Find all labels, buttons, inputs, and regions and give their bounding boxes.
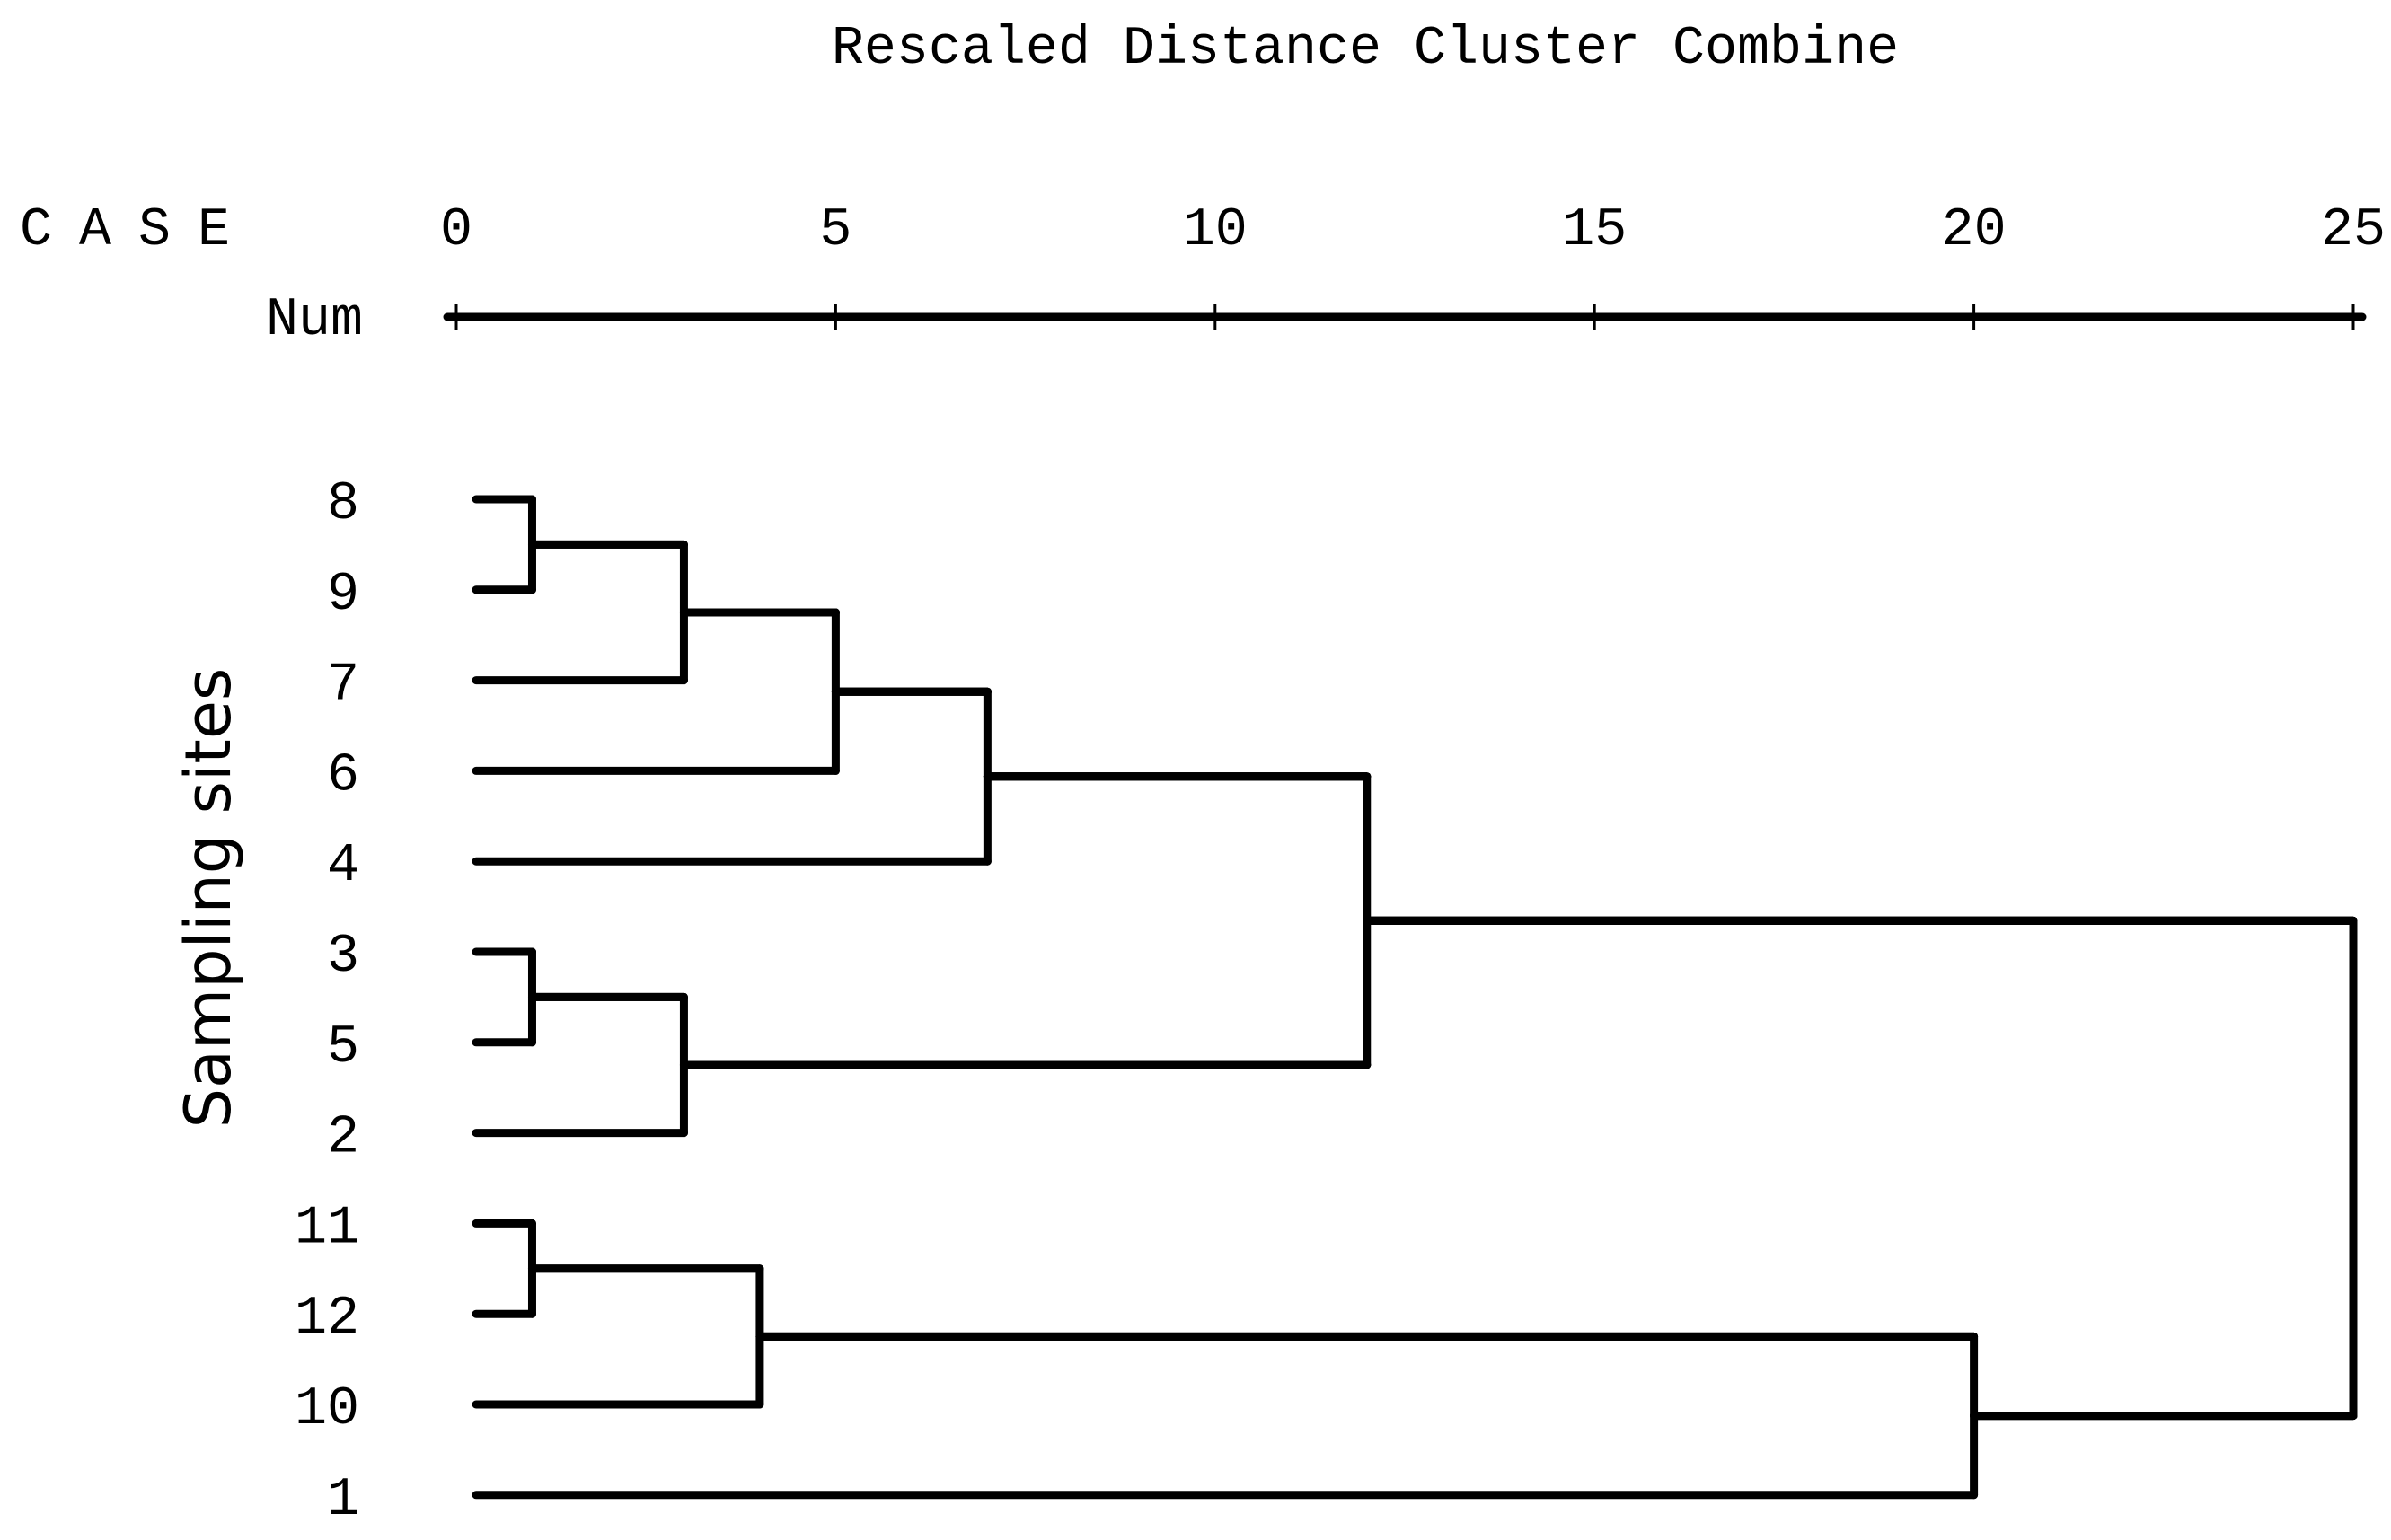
leaf-label: 10 — [295, 1379, 359, 1440]
x-axis: 0 5 10 15 20 25 — [440, 200, 2386, 330]
x-tick-label: 0 — [440, 200, 472, 261]
leaf-label: 12 — [295, 1289, 359, 1350]
leaf-label: 9 — [327, 565, 359, 626]
x-tick-label: 25 — [2321, 200, 2386, 261]
leaf-label: 4 — [327, 836, 359, 897]
leaf-label: 7 — [327, 656, 359, 717]
case-header: CASE — [20, 200, 257, 261]
leaf-label: 5 — [327, 1017, 359, 1078]
leaf-labels: 8 9 7 6 4 3 5 2 11 12 10 1 — [295, 474, 359, 1531]
leaf-label: 6 — [327, 745, 359, 806]
leaf-label: 1 — [327, 1470, 359, 1531]
num-header: Num — [266, 290, 363, 351]
x-tick-label: 5 — [819, 200, 851, 261]
chart-title: Rescaled Distance Cluster Combine — [832, 19, 1899, 80]
leaf-label: 3 — [327, 927, 359, 988]
leaf-label: 8 — [327, 474, 359, 535]
leaf-label: 11 — [295, 1198, 359, 1259]
leaf-label: 2 — [327, 1108, 359, 1169]
x-tick-label: 10 — [1183, 200, 1248, 261]
y-axis-label: Sampling sites — [172, 668, 245, 1129]
x-tick-label: 15 — [1562, 200, 1627, 261]
x-tick-label: 20 — [1942, 200, 2007, 261]
dendrogram-links — [472, 495, 2358, 1500]
